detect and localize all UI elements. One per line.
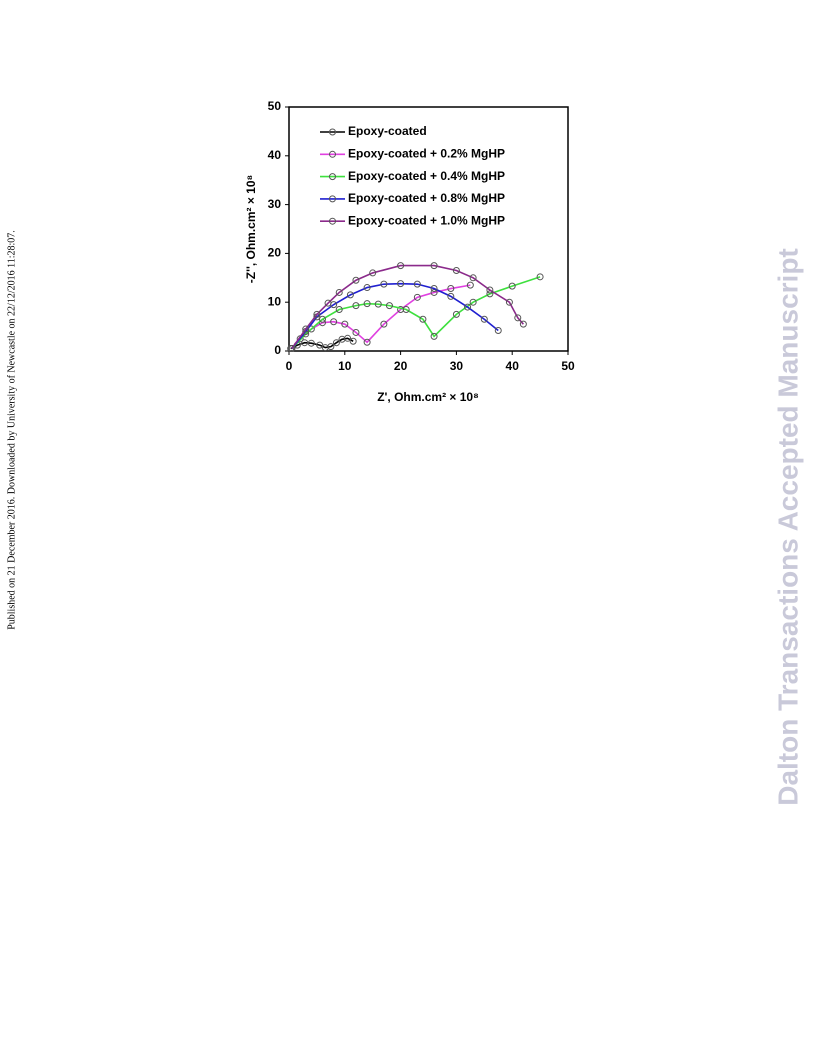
data-point xyxy=(447,292,455,300)
data-point xyxy=(413,280,421,288)
data-point xyxy=(413,293,421,301)
data-point xyxy=(335,306,343,314)
data-point xyxy=(344,334,352,342)
series-line xyxy=(291,276,541,350)
data-point xyxy=(380,280,388,288)
legend-label: Epoxy-coated xyxy=(348,124,427,138)
data-point xyxy=(369,269,377,277)
data-point xyxy=(330,318,338,326)
y-tick-label: 0 xyxy=(274,343,281,357)
data-point xyxy=(469,274,477,282)
y-axis-label: -Z'', Ohm.cm² × 10⁸ xyxy=(244,175,258,283)
legend-marker xyxy=(329,195,336,203)
side-note: Published on 21 December 2016. Downloade… xyxy=(6,230,17,630)
data-point xyxy=(452,266,460,274)
legend-marker xyxy=(329,173,336,181)
data-point xyxy=(352,302,360,310)
x-axis-label: Z', Ohm.cm² × 10⁸ xyxy=(377,390,479,404)
data-point xyxy=(419,315,427,323)
data-point xyxy=(402,306,410,314)
legend-label: Epoxy-coated + 0.4% MgHP xyxy=(348,169,505,183)
data-point xyxy=(327,343,335,351)
x-tick-label: 0 xyxy=(286,359,293,373)
y-tick-label: 50 xyxy=(268,99,282,113)
legend-marker xyxy=(329,217,336,225)
data-point xyxy=(469,298,477,306)
series-line xyxy=(291,264,524,350)
data-point xyxy=(536,273,544,281)
data-point xyxy=(486,286,494,294)
data-point xyxy=(288,345,296,353)
data-point xyxy=(335,288,343,296)
data-point xyxy=(316,341,324,349)
data-point xyxy=(341,320,349,328)
data-point xyxy=(313,310,321,318)
x-tick-label: 10 xyxy=(338,359,352,373)
data-point xyxy=(374,300,382,308)
data-point xyxy=(346,291,354,299)
data-point xyxy=(385,302,393,310)
data-point xyxy=(508,282,516,290)
data-point xyxy=(363,338,371,346)
data-point xyxy=(301,339,309,347)
data-point xyxy=(307,339,315,347)
data-point xyxy=(302,325,310,333)
series-line xyxy=(290,337,354,350)
data-point xyxy=(430,332,438,340)
data-point xyxy=(397,262,405,270)
data-point xyxy=(464,303,472,311)
data-point xyxy=(324,299,332,307)
y-tick-label: 10 xyxy=(268,294,282,308)
data-point xyxy=(363,300,371,308)
data-point xyxy=(466,281,474,289)
data-point xyxy=(430,262,438,270)
y-tick-label: 30 xyxy=(268,197,282,211)
data-point xyxy=(380,320,388,328)
legend-marker xyxy=(329,150,336,158)
y-tick-label: 20 xyxy=(268,246,282,260)
data-point xyxy=(480,315,488,323)
data-point xyxy=(519,320,527,328)
data-point xyxy=(363,284,371,292)
data-point xyxy=(349,337,357,345)
data-point xyxy=(514,314,522,322)
data-point xyxy=(352,276,360,284)
data-point xyxy=(452,310,460,318)
data-point xyxy=(447,285,455,293)
legend-label: Epoxy-coated + 1.0% MgHP xyxy=(348,213,505,227)
legend-marker xyxy=(329,128,336,136)
data-point xyxy=(318,315,326,323)
x-tick-label: 50 xyxy=(561,359,575,373)
x-tick-label: 20 xyxy=(394,359,408,373)
data-point xyxy=(505,298,513,306)
watermark: Dalton Transactions Accepted Manuscript xyxy=(772,248,803,806)
data-point xyxy=(397,280,405,288)
x-tick-label: 40 xyxy=(506,359,520,373)
data-point xyxy=(430,288,438,296)
legend-label: Epoxy-coated + 0.2% MgHP xyxy=(348,146,505,160)
plot-frame xyxy=(288,106,569,352)
x-tick-label: 30 xyxy=(450,359,464,373)
data-point xyxy=(430,285,438,293)
y-tick-label: 40 xyxy=(268,148,282,162)
data-point xyxy=(494,327,502,335)
data-point xyxy=(352,328,360,336)
data-point xyxy=(332,339,340,347)
legend-label: Epoxy-coated + 0.8% MgHP xyxy=(348,191,505,205)
